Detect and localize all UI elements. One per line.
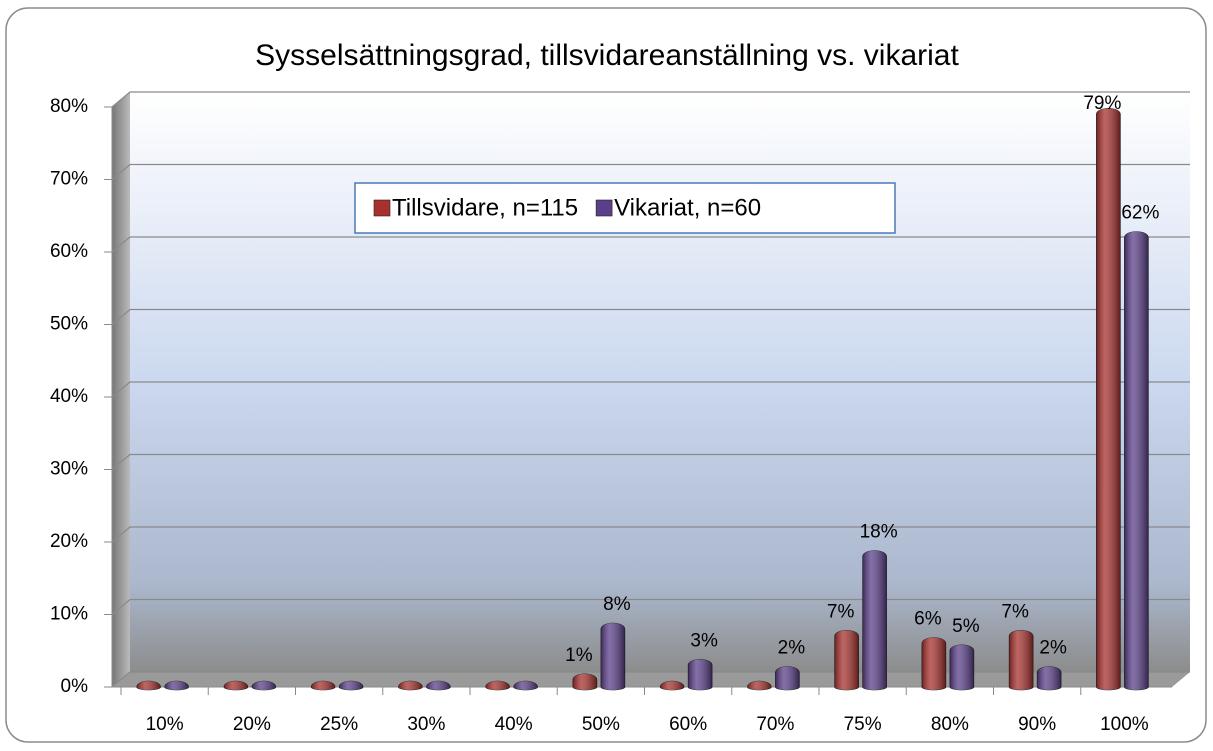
bar-shine	[251, 681, 276, 690]
legend-box	[354, 182, 896, 234]
bar-shine	[747, 681, 772, 690]
legend-swatch	[595, 199, 613, 217]
grid-line	[111, 453, 1190, 470]
x-tick-label: 70%	[756, 714, 794, 735]
data-label: 79%	[1083, 93, 1121, 114]
grid-line	[111, 381, 1190, 398]
floor	[112, 672, 1190, 687]
grid-line	[111, 236, 1190, 253]
bar-shine	[688, 659, 713, 690]
y-tick-label: 20%	[50, 531, 88, 552]
bar-shine	[921, 637, 946, 690]
bar-shine	[339, 681, 364, 690]
bar-shine	[398, 681, 423, 690]
bar-shine	[1124, 231, 1149, 691]
x-tick-label: 90%	[1018, 714, 1056, 735]
x-tick-label: 40%	[495, 714, 533, 735]
data-label: 1%	[565, 645, 593, 666]
grid-line	[111, 598, 1190, 615]
x-tick-label: 10%	[146, 714, 184, 735]
y-tick-label: 80%	[50, 96, 88, 117]
chart-title: Sysselsättningsgrad, tillsvidareanställn…	[255, 39, 959, 72]
y-tick-label: 30%	[50, 459, 88, 480]
bar-shine	[164, 681, 189, 690]
bar-shine	[485, 681, 510, 690]
bar-shine	[311, 681, 336, 690]
bar-shine	[600, 623, 625, 690]
data-label: 2%	[778, 638, 806, 659]
data-label: 2%	[1039, 638, 1067, 659]
y-tick-label: 0%	[61, 676, 89, 697]
data-label: 7%	[1001, 601, 1029, 622]
x-tick-label: 75%	[844, 714, 882, 735]
data-label: 5%	[952, 616, 980, 637]
legend-swatch	[373, 199, 391, 217]
x-tick-label: 50%	[582, 714, 620, 735]
legend-label: Tillsvidare, n=115	[392, 194, 578, 221]
bar-shine	[834, 630, 859, 690]
grid-line	[111, 308, 1190, 325]
x-tick-label: 100%	[1100, 714, 1149, 735]
x-tick-label: 30%	[407, 714, 445, 735]
legend-label: Vikariat, n=60	[614, 194, 761, 221]
grid-line	[111, 163, 1190, 180]
x-tick-label: 20%	[233, 714, 271, 735]
grid-line	[111, 91, 1190, 108]
bar-shine	[426, 681, 451, 690]
y-tick-label: 40%	[50, 386, 88, 407]
y-tick-label: 10%	[50, 604, 88, 625]
y-tick-label: 70%	[50, 169, 88, 190]
grid-line	[111, 526, 1190, 543]
bar-shine	[862, 550, 887, 690]
bar-shine	[775, 666, 800, 690]
bar-shine	[949, 644, 974, 690]
data-label: 6%	[914, 609, 942, 630]
bar-shine	[1009, 630, 1034, 690]
data-label: 62%	[1121, 203, 1159, 224]
bar-shine	[660, 681, 685, 690]
bar-shine	[513, 681, 538, 690]
bar-shine	[136, 681, 161, 690]
x-tick-label: 80%	[931, 714, 969, 735]
data-label: 7%	[827, 601, 855, 622]
x-tick-label: 60%	[669, 714, 707, 735]
y-tick-label: 60%	[50, 241, 88, 262]
bar-shine	[1096, 108, 1121, 691]
data-label: 8%	[603, 594, 631, 615]
bar-shine	[1037, 666, 1062, 690]
data-label: 3%	[690, 630, 718, 651]
y-tick-label: 50%	[50, 314, 88, 335]
x-tick-label: 25%	[320, 714, 358, 735]
bar-shine	[572, 673, 597, 690]
bar-shine	[223, 681, 248, 690]
data-label: 18%	[860, 522, 898, 543]
